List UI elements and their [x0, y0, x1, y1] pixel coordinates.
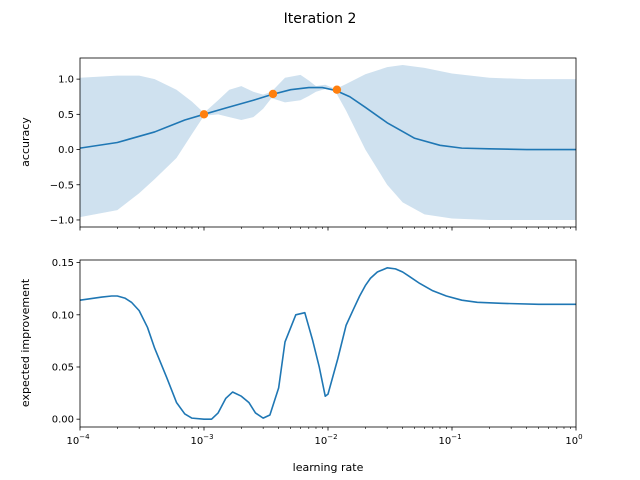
observation-point [268, 89, 278, 99]
y-tick-label: 0.05 [52, 362, 74, 373]
y-tick-label: 0.00 [52, 415, 74, 426]
learning-rate-xlabel: learning rate [293, 461, 364, 474]
y-tick-label: 0.5 [58, 110, 74, 121]
accuracy-ylabel: accuracy [19, 117, 32, 167]
expected-improvement-plot-area [79, 267, 576, 420]
confidence-band [80, 65, 576, 220]
y-tick-label: 0.10 [52, 310, 74, 321]
expected-improvement-line [79, 267, 576, 420]
expected-improvement-axes: 0.00 0.05 0.10 0.15 10−4 10−3 10−2 10−1 100 expe… [19, 258, 583, 474]
x-tick-label: 10−1 [438, 433, 461, 447]
x-tick-label: 10−4 [66, 433, 90, 447]
x-tick-label: 10−2 [314, 433, 337, 447]
y-tick-label: −0.5 [50, 180, 74, 191]
expected-improvement-ticks: 0.00 0.05 0.10 0.15 10−4 10−3 10−2 10−1 100 [52, 258, 583, 447]
x-tick-label: 100 [565, 433, 582, 447]
expected-improvement-ylabel: expected improvement [19, 278, 32, 407]
accuracy-plot-area [79, 65, 576, 220]
figure-title: Iteration 2 [284, 11, 357, 27]
expected-improvement-axes-frame [79, 259, 577, 428]
observation-point [332, 85, 342, 94]
y-tick-label: 1.0 [58, 75, 74, 86]
y-tick-label: −1.0 [50, 215, 74, 226]
observation-point [199, 110, 209, 119]
accuracy-axes: −1.0 −0.5 0.0 0.5 1.0 accuracy [19, 57, 577, 231]
x-tick-label: 10−3 [190, 433, 213, 447]
y-tick-label: 0.0 [58, 145, 74, 156]
accuracy-ticks: −1.0 −0.5 0.0 0.5 1.0 [50, 75, 577, 231]
posterior-mean-line [79, 86, 576, 151]
y-tick-label: 0.15 [52, 258, 74, 269]
